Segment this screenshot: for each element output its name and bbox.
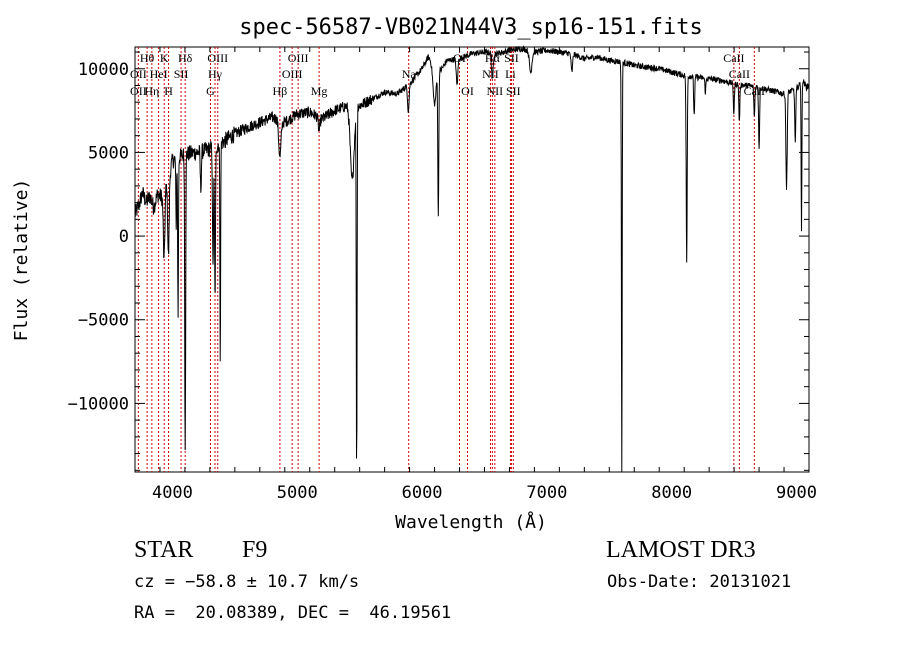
- line-label: NII: [482, 67, 499, 81]
- line-label: OI: [461, 84, 474, 98]
- line-label: SII: [506, 84, 521, 98]
- y-axis-label: Flux (relative): [11, 179, 32, 342]
- line-label: CaII: [723, 51, 744, 65]
- line-label: OI: [453, 51, 466, 65]
- line-label: Li: [505, 67, 516, 81]
- plot-frame: [134, 46, 810, 473]
- line-label: Na: [402, 67, 417, 81]
- y-tick-label: 10000: [78, 60, 129, 80]
- x-tick-label: 5000: [277, 483, 318, 503]
- object-class: STAR: [134, 537, 194, 563]
- line-label: K: [160, 51, 169, 65]
- coordinates: RA = 20.08389, DEC = 46.19561: [134, 603, 452, 623]
- x-tick-label: 4000: [152, 483, 193, 503]
- line-label: SII: [504, 51, 519, 65]
- line-label: G: [206, 84, 215, 98]
- y-tick-label: 5000: [88, 143, 129, 163]
- redshift-text: cz = −58.8 ± 10.7 km/s: [134, 572, 360, 592]
- y-tick-label: −10000: [68, 394, 129, 414]
- y-tick-label: −5000: [78, 311, 129, 331]
- x-axis: 4000 5000 6000 7000 8000 9000: [134, 47, 817, 503]
- x-tick-label: 9000: [776, 483, 817, 503]
- line-label: Hδ: [178, 51, 193, 65]
- line-label: Hη: [144, 84, 159, 98]
- survey-name: LAMOST DR3: [606, 537, 756, 563]
- line-label: H: [164, 84, 173, 98]
- chart-title: spec-56587-VB021N44V3_sp16-151.fits: [239, 15, 703, 40]
- line-label: OII: [130, 84, 147, 98]
- line-label: Mg: [311, 84, 328, 98]
- line-label: OIII: [288, 51, 309, 65]
- line-label: OIII: [207, 51, 228, 65]
- line-label: Hθ: [140, 51, 155, 65]
- y-axis: −10000 −5000 0 5000 10000: [68, 51, 809, 471]
- y-tick-label: 0: [119, 227, 129, 247]
- x-axis-label: Wavelength (Å): [395, 511, 547, 533]
- line-label: HeI: [150, 67, 168, 81]
- line-label: OIII: [282, 67, 303, 81]
- spectrum-line: [134, 45, 810, 472]
- x-tick-label: 6000: [402, 483, 443, 503]
- line-markers: [137, 47, 755, 472]
- obs-date: Obs-Date: 20131021: [607, 572, 792, 592]
- x-tick-label: 8000: [651, 483, 692, 503]
- line-label: NII: [487, 84, 504, 98]
- x-tick-label: 7000: [526, 483, 567, 503]
- line-label: SII: [174, 67, 189, 81]
- line-label: CaII: [729, 67, 750, 81]
- object-subclass: F9: [242, 537, 268, 563]
- line-label: Hβ: [273, 84, 288, 98]
- line-label: Hγ: [208, 67, 223, 81]
- line-label: OII: [130, 67, 147, 81]
